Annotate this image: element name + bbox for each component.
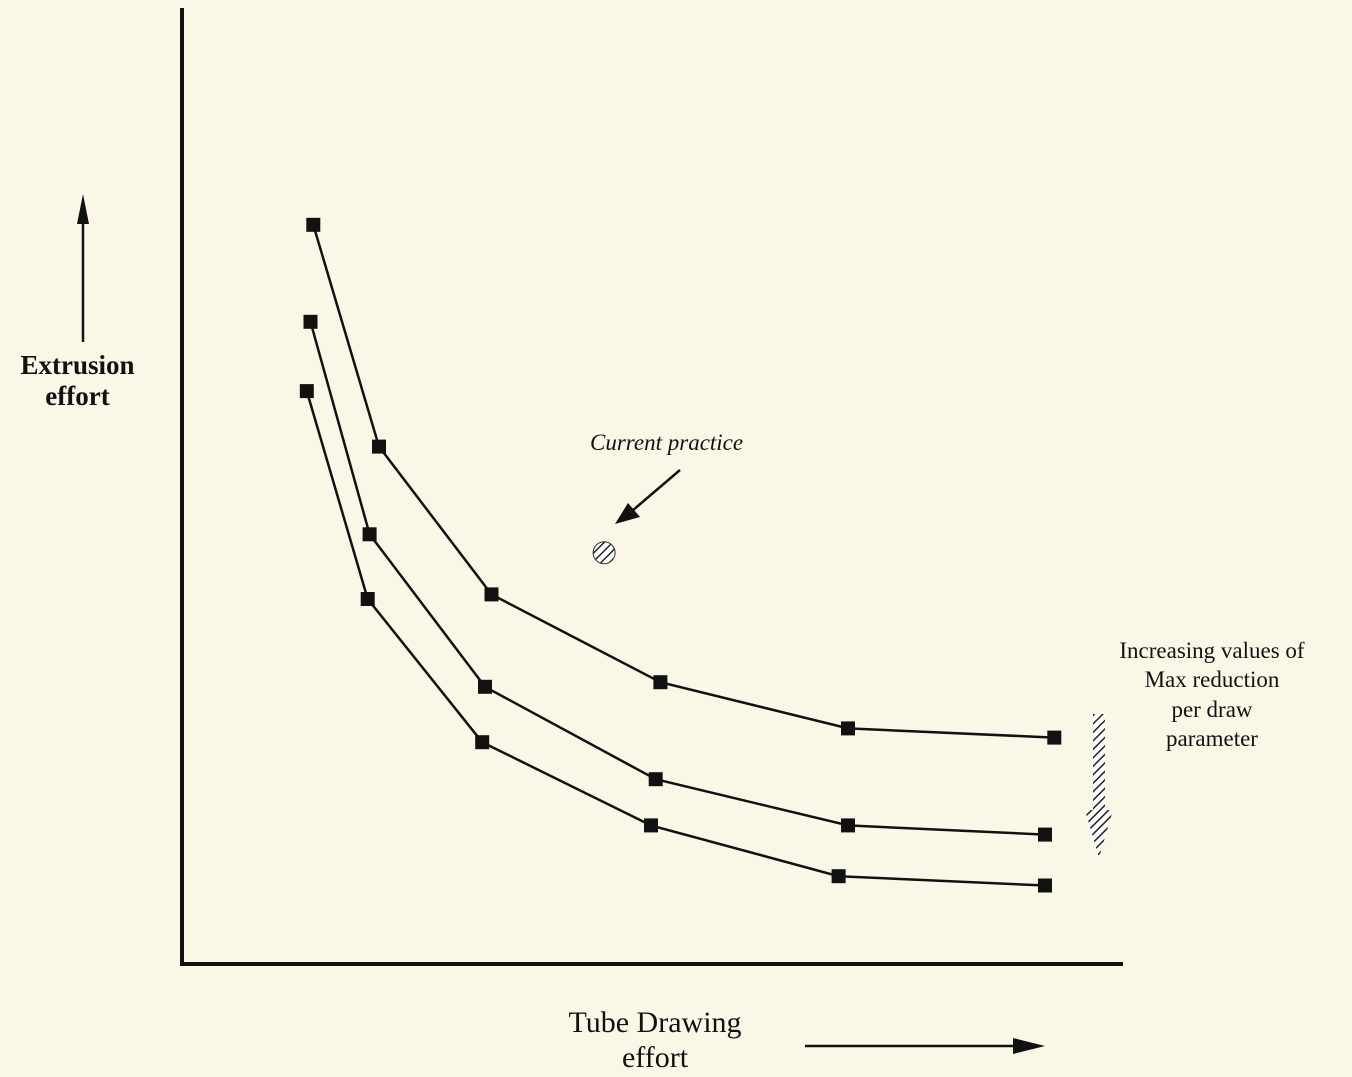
series-1-point-5 <box>841 721 855 736</box>
x-direction-arrow <box>805 1038 1045 1054</box>
series-3-point-3 <box>475 735 490 750</box>
series-1-point-6 <box>1047 730 1062 745</box>
x-axis-label: Tube Drawing effort <box>530 1006 780 1075</box>
series-2-line <box>309 321 1046 836</box>
current-practice-arrow <box>615 469 681 524</box>
series-1-line <box>312 224 1055 739</box>
trend-note: Increasing values of Max reduction per d… <box>1072 636 1352 754</box>
series-3-point-1 <box>299 384 314 399</box>
series-1-point-4 <box>653 675 668 690</box>
series-3-point-6 <box>1038 878 1052 893</box>
trend-note-line-3: per draw <box>1171 696 1253 722</box>
series-2-point-1 <box>303 314 318 329</box>
series-2-point-3 <box>478 679 492 694</box>
current-practice-label: Current practice <box>590 430 744 455</box>
series-1-point-2 <box>372 439 386 454</box>
x-axis-label-line-1: Tube Drawing <box>568 1006 742 1039</box>
series-1-point-1 <box>306 217 321 232</box>
series-2-point-2 <box>362 527 377 542</box>
trend-note-line-1: Increasing values of <box>1119 638 1305 663</box>
trend-arrow <box>1085 714 1113 858</box>
series-2-point-4 <box>648 772 663 787</box>
trend-note-line-4: parameter <box>1166 726 1258 752</box>
series-3-point-4 <box>644 818 658 833</box>
series-3-point-2 <box>360 592 375 606</box>
x-axis-label-line-2: effort <box>621 1040 689 1074</box>
series-2-point-6 <box>1038 827 1052 842</box>
series-layer <box>299 217 1062 893</box>
current-practice-marker <box>592 541 616 565</box>
y-axis-label-line-1: Extrusion <box>20 350 135 380</box>
y-axis-label: Extrusion effort <box>0 350 155 412</box>
series-3-point-5 <box>831 869 846 884</box>
y-axis-label-line-2: effort <box>45 381 110 412</box>
y-direction-arrow <box>77 194 89 342</box>
series-3-line <box>305 390 1046 887</box>
series-2-point-5 <box>841 818 855 833</box>
trend-note-line-2: Max reduction <box>1144 667 1280 693</box>
series-1-point-3 <box>484 587 499 602</box>
